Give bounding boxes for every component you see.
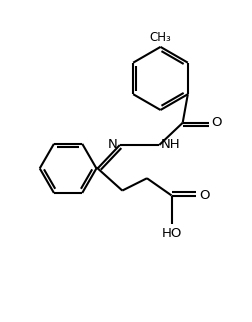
Text: HO: HO [161, 227, 182, 240]
Text: O: O [211, 116, 222, 129]
Text: NH: NH [161, 138, 181, 151]
Text: CH₃: CH₃ [150, 31, 171, 44]
Text: O: O [199, 189, 210, 202]
Text: N: N [108, 138, 118, 151]
